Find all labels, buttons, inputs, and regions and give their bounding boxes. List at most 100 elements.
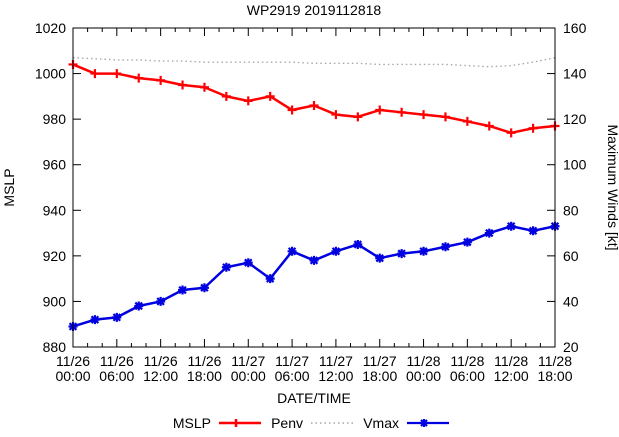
marker-asterisk-vmax — [156, 296, 166, 306]
chart-title: WP2919 2019112818 — [247, 2, 382, 18]
marker-asterisk-vmax — [419, 246, 429, 256]
x-tick-label-time: 12:00 — [318, 368, 353, 384]
marker-plus-mslp — [353, 112, 363, 122]
y-tick-label-left: 980 — [43, 111, 67, 127]
x-tick-label-date: 11/27 — [275, 353, 309, 369]
chart-legend: MSLP Penv Vmax — [173, 415, 449, 431]
marker-asterisk-vmax — [462, 237, 472, 247]
legend-item-penv: Penv — [271, 415, 353, 431]
marker-plus-mslp — [243, 96, 253, 106]
series-line-vmax — [72, 224, 556, 328]
series-line-mslp — [72, 63, 556, 135]
y-tick-label-right: 160 — [563, 20, 587, 36]
marker-plus-mslp — [484, 121, 494, 131]
y-tick-label-left: 960 — [43, 157, 67, 173]
y-tick-label-right: 120 — [563, 111, 587, 127]
y-tick-label-right: 140 — [563, 66, 587, 82]
marker-plus-mslp — [199, 82, 209, 92]
marker-asterisk-vmax — [243, 258, 253, 268]
marker-asterisk-vmax — [221, 262, 231, 272]
x-tick-label-time: 12:00 — [494, 368, 529, 384]
marker-plus-mslp — [528, 123, 538, 133]
legend-label-mslp: MSLP — [173, 415, 211, 431]
marker-asterisk-vmax — [397, 249, 407, 259]
x-tick-label-time: 00:00 — [231, 368, 266, 384]
marker-plus-mslp — [462, 116, 472, 126]
y-tick-label-left: 900 — [43, 293, 67, 309]
marker-asterisk-vmax — [287, 246, 297, 256]
marker-plus-mslp — [419, 110, 429, 120]
marker-asterisk-vmax — [440, 242, 450, 252]
legend-label-penv: Penv — [271, 415, 303, 431]
marker-plus-mslp — [265, 91, 275, 101]
legend-sample-vmax-line-icon — [407, 419, 449, 427]
data-series — [68, 56, 560, 331]
legend-sample-mslp-line-icon — [219, 419, 261, 427]
axis-ticks: 1020 1000 980 960 940 920 900 880 160 140 120 100 80… — [35, 20, 587, 384]
marker-asterisk-vmax — [309, 255, 319, 265]
legend-item-mslp: MSLP — [173, 415, 261, 431]
x-tick-label-time: 12:00 — [143, 368, 178, 384]
x-tick-label-date: 11/28 — [407, 353, 441, 369]
marker-asterisk-vmax — [112, 312, 122, 322]
marker-plus-mslp — [156, 75, 166, 85]
marker-asterisk-vmax — [484, 228, 494, 238]
marker-asterisk-vmax — [90, 315, 100, 325]
y-tick-label-left: 1020 — [35, 20, 66, 36]
x-tick-label-date: 11/28 — [538, 353, 572, 369]
marker-plus-mslp — [112, 69, 122, 79]
marker-plus-mslp — [375, 105, 385, 115]
series-line-penv — [72, 56, 556, 68]
marker-plus-mslp — [440, 112, 450, 122]
legend-item-vmax: Vmax — [363, 415, 449, 431]
marker-asterisk-vmax — [178, 285, 188, 295]
x-tick-label-date: 11/27 — [319, 353, 353, 369]
marker-plus-mslp — [309, 100, 319, 110]
y-tick-label-left: 920 — [43, 248, 67, 264]
marker-asterisk-vmax — [199, 283, 209, 293]
x-tick-label-date: 11/26 — [56, 353, 90, 369]
x-tick-label-date: 11/28 — [450, 353, 484, 369]
marker-plus-mslp — [506, 128, 516, 138]
x-tick-label-date: 11/27 — [363, 353, 397, 369]
x-tick-label-time: 00:00 — [55, 368, 90, 384]
x-tick-label-date: 11/28 — [494, 353, 528, 369]
marker-asterisk-vmax — [353, 239, 363, 249]
y-tick-label-right: 100 — [563, 157, 587, 173]
x-tick-label-date: 11/27 — [231, 353, 265, 369]
x-tick-label-time: 18:00 — [537, 368, 572, 384]
marker-asterisk-vmax — [134, 301, 144, 311]
marker-plus-mslp — [178, 80, 188, 90]
legend-label-vmax: Vmax — [363, 415, 399, 431]
y-tick-label-right: 20 — [563, 339, 579, 355]
marker-asterisk-vmax — [331, 246, 341, 256]
marker-plus-mslp — [90, 69, 100, 79]
marker-asterisk-vmax — [375, 253, 385, 263]
x-tick-label-time: 18:00 — [362, 368, 397, 384]
x-tick-label-date: 11/26 — [187, 353, 221, 369]
y-tick-label-right: 80 — [563, 202, 579, 218]
marker-plus-mslp — [331, 110, 341, 120]
marker-plus-mslp — [287, 105, 297, 115]
marker-asterisk-vmax — [528, 226, 538, 236]
y-axis-label-left: MSLP — [1, 168, 17, 206]
y-tick-label-right: 60 — [563, 248, 579, 264]
x-axis-label: DATE/TIME — [277, 390, 351, 406]
marker-plus-mslp — [134, 73, 144, 83]
y-tick-label-left: 940 — [43, 202, 67, 218]
x-tick-label-time: 06:00 — [450, 368, 485, 384]
marker-plus-mslp — [397, 107, 407, 117]
y-tick-label-left: 1000 — [35, 66, 66, 82]
x-tick-label-time: 06:00 — [99, 368, 134, 384]
y-tick-label-left: 880 — [43, 339, 67, 355]
marker-asterisk-vmax — [265, 274, 275, 284]
x-tick-label-date: 11/26 — [100, 353, 134, 369]
x-tick-label-date: 11/26 — [144, 353, 178, 369]
y-axis-label-right: Maximum Winds [kt] — [605, 124, 619, 250]
x-tick-label-time: 18:00 — [187, 368, 222, 384]
marker-asterisk-vmax — [506, 221, 516, 231]
x-tick-label-time: 00:00 — [406, 368, 441, 384]
x-tick-label-time: 06:00 — [275, 368, 310, 384]
